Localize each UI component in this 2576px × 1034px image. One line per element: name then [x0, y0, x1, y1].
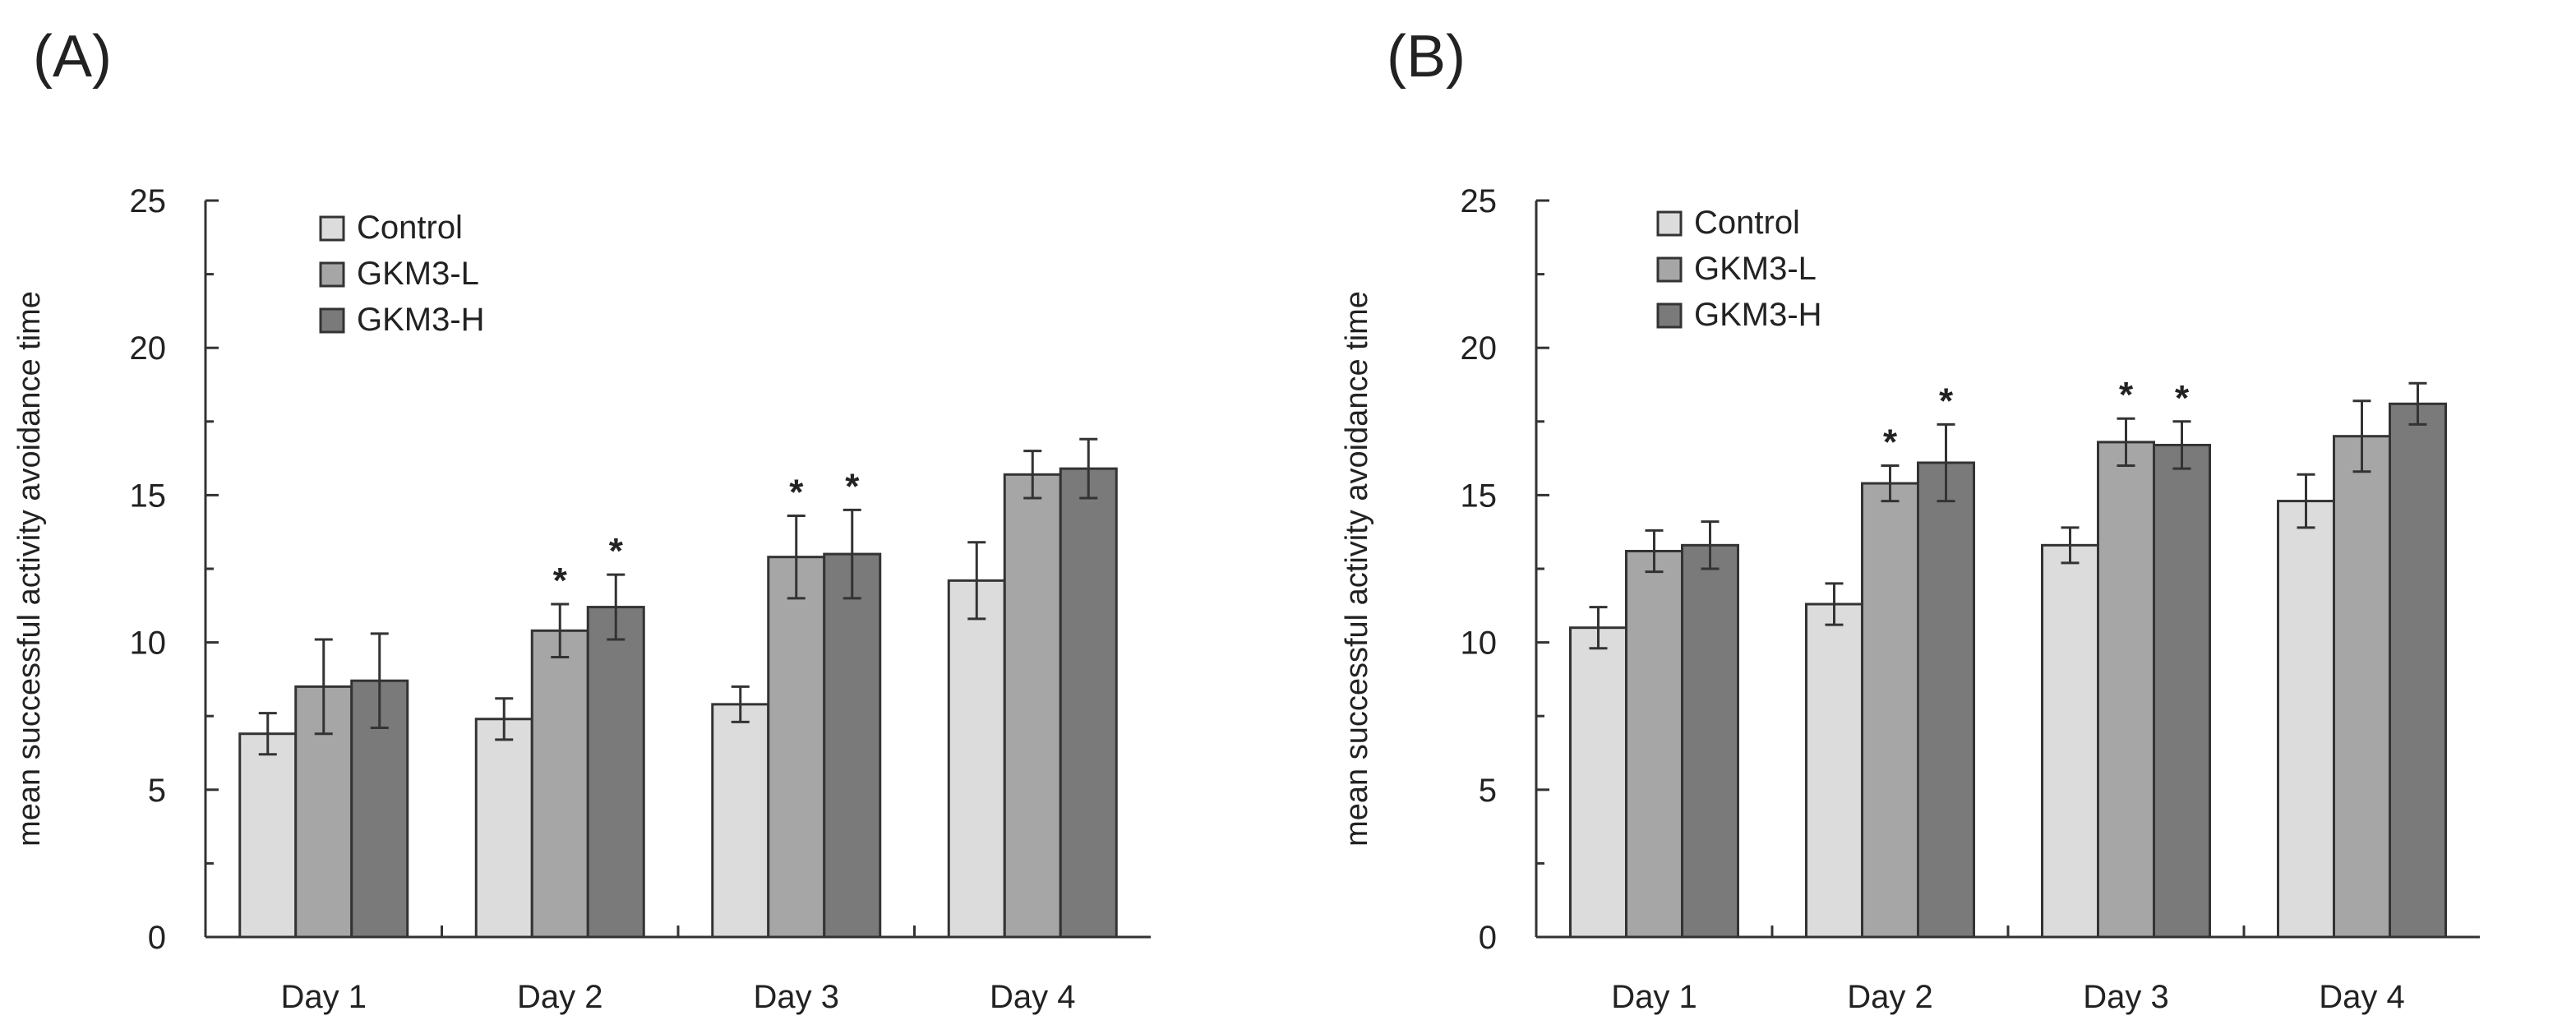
bar: [2333, 435, 2391, 939]
bar: [586, 606, 645, 939]
y-tick-label: 15: [130, 478, 167, 514]
y-tick-label: 20: [130, 330, 167, 367]
chart-panel-b: (B) 0 5 10 15 20 25 Day 1 Day 2 Day 3 Day 4 mean s…: [1288, 0, 2576, 1034]
bar: [2097, 441, 2155, 939]
x-tick-label: Day 2: [517, 979, 603, 1015]
legend-label: GKM3-H: [1694, 297, 1822, 333]
significance-marker: *: [789, 472, 804, 512]
y-tick-label: 25: [1461, 183, 1498, 219]
panel-label-b: (B): [1387, 24, 1466, 90]
bar: [2041, 543, 2099, 939]
bar: [2389, 402, 2447, 939]
legend-label: Control: [1694, 205, 1800, 241]
significance-marker: *: [1939, 381, 1954, 421]
x-tick-label: Day 4: [990, 979, 1076, 1015]
y-axis-label: mean successful activity avoidance time: [12, 291, 47, 847]
bar: [1059, 467, 1118, 939]
legend-swatch: [319, 307, 345, 334]
panel-label-a: (A): [33, 24, 112, 90]
bar: [767, 556, 826, 939]
bar: [1625, 549, 1683, 939]
y-tick-label: 5: [1479, 773, 1497, 809]
significance-marker: *: [553, 561, 568, 601]
bar-chart-b: 0 5 10 15 20 25 Day 1 Day 2 Day 3 Day 4 mean succe…: [1340, 183, 2480, 1015]
y-tick-label: 0: [148, 920, 166, 956]
y-tick-label: 25: [130, 183, 167, 219]
legend-label: GKM3-H: [357, 302, 485, 338]
bar: [823, 552, 882, 939]
legend-swatch: [319, 261, 345, 288]
x-tick-label: Day 2: [1847, 979, 1933, 1015]
y-tick-label: 10: [1461, 625, 1498, 662]
chart-panel-a: (A) 0 5 10 15 20 25 Day 1 Day 2 Day 3 Day 4 mean s…: [12, 24, 1151, 1015]
significance-marker: *: [2175, 378, 2190, 418]
bar: [947, 579, 1006, 939]
bar: [2277, 500, 2335, 939]
legend-swatch: [1656, 210, 1683, 237]
significance-marker: *: [845, 466, 860, 506]
bar: [474, 718, 533, 939]
bar: [238, 732, 298, 939]
legend-swatch: [319, 215, 345, 242]
x-tick-label: Day 3: [2083, 979, 2169, 1015]
y-tick-label: 10: [130, 625, 167, 662]
legend-label: Control: [357, 210, 463, 246]
bar: [1003, 473, 1062, 939]
y-tick-label: 0: [1479, 920, 1497, 956]
legend-label: GKM3-L: [1694, 251, 1817, 287]
x-tick-label: Day 1: [1611, 979, 1697, 1015]
x-tick-label: Day 1: [281, 979, 367, 1015]
legend-label: GKM3-L: [357, 256, 479, 292]
significance-marker: *: [2119, 375, 2134, 415]
bar: [2153, 443, 2211, 939]
significance-marker: *: [1883, 422, 1898, 463]
y-tick-label: 20: [1461, 330, 1498, 367]
bar-chart-a: 0 5 10 15 20 25 Day 1 Day 2 Day 3 Day 4 mean succe…: [12, 183, 1151, 1015]
bar: [1569, 626, 1627, 939]
bar: [711, 703, 770, 939]
y-axis-label: mean successful activity avoidance time: [1340, 291, 1374, 847]
bar: [530, 629, 589, 939]
legend-swatch: [1656, 302, 1683, 329]
significance-marker: *: [609, 531, 624, 571]
x-tick-label: Day 4: [2319, 979, 2405, 1015]
bar: [1861, 482, 1919, 939]
y-tick-label: 5: [148, 773, 166, 809]
bar: [1681, 543, 1739, 939]
bar: [1805, 602, 1863, 939]
legend-swatch: [1656, 256, 1683, 283]
y-tick-label: 15: [1461, 478, 1498, 514]
x-tick-label: Day 3: [754, 979, 840, 1015]
bar: [1917, 461, 1975, 939]
